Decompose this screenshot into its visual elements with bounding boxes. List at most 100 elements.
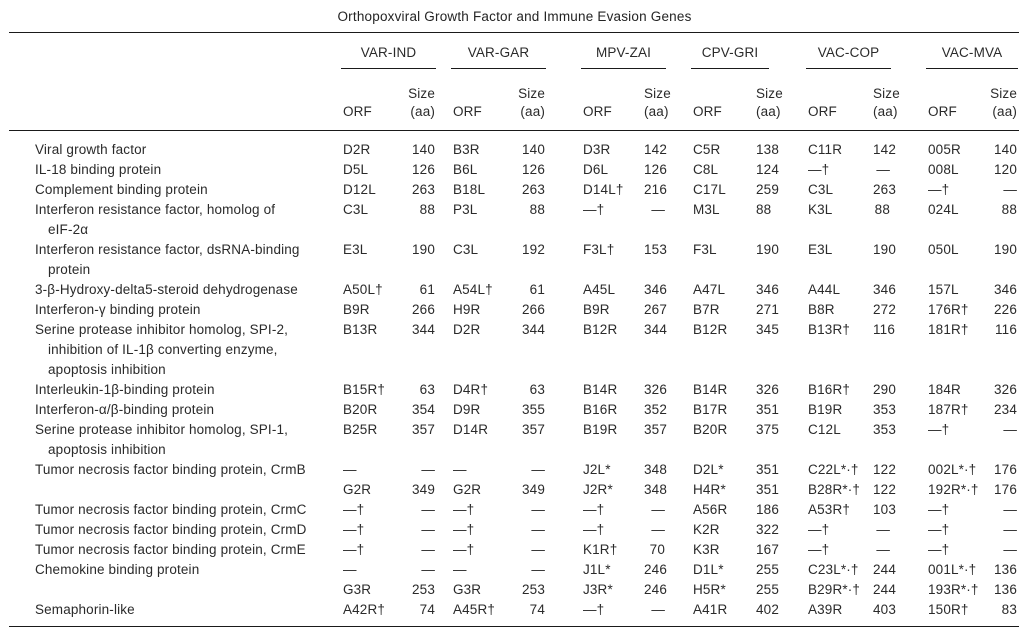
orf-cell: —† [928, 422, 950, 437]
orf-cell: K1R† [583, 542, 618, 557]
size-cell: — [421, 502, 435, 517]
table-row: Chemokine binding protein — — — — J1L* 246 D1L*… [9, 560, 1019, 580]
size-cell: 345 [756, 322, 779, 337]
table-row: Tumor necrosis factor binding protein, C… [9, 500, 1019, 520]
orf-cell: A56R [693, 502, 728, 517]
orf-cell: J2L* [583, 462, 611, 477]
size-cell: — [421, 462, 435, 477]
orf-cell: G2R [343, 482, 372, 497]
orf-cell: —† [583, 502, 605, 517]
size-cell: 266 [522, 302, 545, 317]
orf-cell: K3L [808, 202, 833, 217]
size-cell: 344 [522, 322, 545, 337]
size-cell: 351 [756, 402, 779, 417]
orf-cell: C5R [693, 142, 721, 157]
orf-cell: B19R [583, 422, 618, 437]
size-cell: 357 [522, 422, 545, 437]
column-group-label: VAC-COP [806, 33, 891, 69]
orf-cell: H5R* [693, 582, 726, 597]
orf-cell: A39R [808, 602, 843, 617]
table-row: IL-18 binding protein D5L 126 B6L 126 D6L 126 C… [9, 160, 1019, 180]
orf-cell: D4R† [453, 382, 489, 397]
table-row: Viral growth factor D2R 140 B3R 140 D3R 142 C5R… [9, 131, 1019, 161]
orf-cell: 050L [928, 242, 959, 257]
size-cell: 88 [419, 202, 435, 217]
orf-cell: B3R [453, 142, 480, 157]
orf-cell: — [343, 562, 357, 577]
size-cell: 176 [994, 462, 1017, 477]
orf-cell: 008L [928, 162, 959, 177]
gene-name-cell: Chemokine binding protein [35, 562, 200, 577]
column-group-cpv-gri: CPV-GRI [691, 33, 806, 69]
orf-cell: D9R [453, 402, 481, 417]
size-cell: 190 [873, 242, 896, 257]
size-cell: — [876, 542, 890, 557]
gene-name-cell: Interferon resistance factor, homolog of… [35, 202, 276, 237]
gene-name-cell: Tumor necrosis factor binding protein, C… [35, 542, 306, 557]
orf-cell: B16R† [808, 382, 851, 397]
size-cell: 126 [644, 162, 667, 177]
size-cell: 190 [756, 242, 779, 257]
column-group-vac-cop: VAC-COP [806, 33, 926, 69]
gene-name-cell: Viral growth factor [35, 142, 147, 157]
size-cell: 354 [412, 402, 435, 417]
orf-cell: D6L [583, 162, 609, 177]
size-cell: 246 [644, 562, 667, 577]
gene-name-cell [9, 580, 341, 600]
size-cell: 344 [644, 322, 667, 337]
orf-cell: B15R† [343, 382, 386, 397]
orf-cell: C12L [808, 422, 841, 437]
size-cell: 403 [873, 602, 896, 617]
orf-cell: — [453, 462, 467, 477]
orf-cell: G3R [343, 582, 372, 597]
size-cell: 326 [994, 382, 1017, 397]
size-cell: 346 [994, 282, 1017, 297]
orf-column-header: ORF [341, 69, 403, 131]
orf-cell: A45L [583, 282, 616, 297]
table-row: Tumor necrosis factor binding protein, C… [9, 520, 1019, 540]
orf-cell: D12L [343, 182, 376, 197]
orf-cell: —† [453, 542, 475, 557]
size-cell: 74 [419, 602, 435, 617]
size-cell: 140 [994, 142, 1017, 157]
column-group-vac-mva: VAC-MVA [926, 33, 1019, 69]
table-title: Orthopoxviral Growth Factor and Immune E… [337, 9, 692, 24]
orf-cell: —† [453, 522, 475, 537]
size-cell: 353 [873, 422, 896, 437]
orf-cell: B16R [583, 402, 618, 417]
table-row: 3-β-Hydroxy-delta5-steroid dehydrogenase… [9, 280, 1019, 300]
orf-cell: B20R [343, 402, 378, 417]
orf-cell: C3L [808, 182, 834, 197]
size-cell: 122 [873, 462, 896, 477]
size-cell: 272 [873, 302, 896, 317]
size-cell: — [531, 522, 545, 537]
size-cell: — [651, 202, 665, 217]
orf-cell: —† [343, 522, 365, 537]
size-cell: 216 [644, 182, 667, 197]
size-cell: 136 [994, 562, 1017, 577]
orf-cell: 176R† [928, 302, 969, 317]
orf-cell: B9R [343, 302, 370, 317]
gene-name-cell: Serine protease inhibitor homolog, SPI-1… [35, 422, 289, 457]
size-cell: 153 [644, 242, 667, 257]
orf-cell: E3L [343, 242, 368, 257]
size-cell: 88 [1001, 202, 1017, 217]
orf-cell: A45R† [453, 602, 496, 617]
orf-cell: B9R [583, 302, 610, 317]
size-cell: 61 [529, 282, 545, 297]
size-cell: — [876, 162, 890, 177]
gene-name-cell: IL-18 binding protein [35, 162, 162, 177]
column-group-label: VAR-GAR [451, 33, 546, 69]
size-cell: — [531, 462, 545, 477]
size-cell: 253 [412, 582, 435, 597]
size-cell: — [531, 502, 545, 517]
orf-cell: G2R [453, 482, 482, 497]
size-cell: — [1003, 502, 1017, 517]
orf-cell: C3L [343, 202, 369, 217]
size-cell: 255 [756, 582, 779, 597]
orf-cell: —† [808, 522, 830, 537]
size-cell: 192 [522, 242, 545, 257]
orf-cell: C17L [693, 182, 726, 197]
orf-cell: A44L [808, 282, 841, 297]
gene-name-cell: Tumor necrosis factor binding protein, C… [35, 502, 307, 517]
